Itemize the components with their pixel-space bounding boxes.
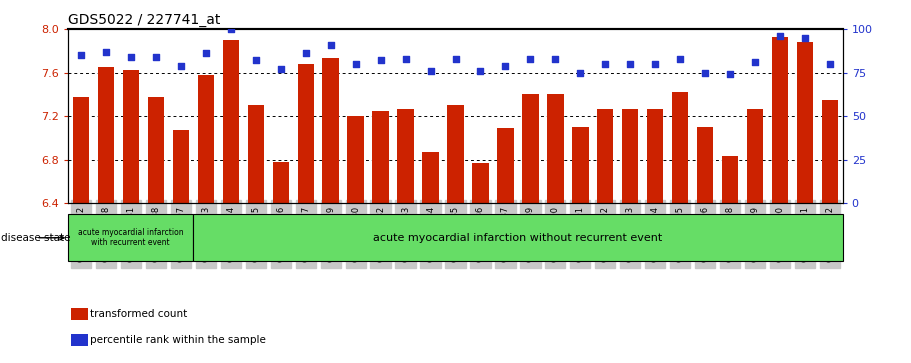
Text: GDS5022 / 227741_at: GDS5022 / 227741_at — [68, 13, 220, 26]
Bar — [497, 128, 514, 203]
Point — [523, 56, 537, 62]
Point — [98, 49, 113, 54]
Bar — [373, 111, 389, 203]
Text: percentile rank within the sample: percentile rank within the sample — [89, 335, 265, 345]
Point — [148, 54, 163, 60]
Point — [124, 54, 138, 60]
Bar — [71, 334, 88, 346]
Point — [548, 56, 563, 62]
Point — [748, 59, 763, 65]
Bar — [148, 97, 164, 203]
Point — [623, 61, 638, 67]
Bar — [722, 156, 739, 203]
Point — [798, 35, 813, 41]
Text: acute myocardial infarction without recurrent event: acute myocardial infarction without recu… — [374, 233, 662, 243]
Bar — [272, 162, 289, 203]
Bar — [672, 92, 689, 203]
Point — [648, 61, 662, 67]
Point — [673, 56, 688, 62]
Point — [249, 57, 263, 63]
Point — [698, 70, 712, 76]
Point — [773, 33, 787, 39]
Point — [323, 42, 338, 48]
Point — [223, 26, 238, 32]
Point — [723, 72, 738, 77]
Bar — [193, 214, 843, 261]
Point — [348, 61, 363, 67]
Bar — [68, 214, 193, 261]
Text: transformed count: transformed count — [89, 309, 187, 319]
Bar — [747, 109, 763, 203]
Bar — [298, 64, 313, 203]
Bar — [423, 152, 438, 203]
Bar — [73, 97, 89, 203]
Point — [199, 50, 213, 56]
Bar — [572, 127, 589, 203]
Bar — [172, 130, 189, 203]
Bar — [697, 127, 713, 203]
Point — [398, 56, 413, 62]
Point — [823, 61, 837, 67]
Point — [273, 66, 288, 72]
Text: acute myocardial infarction
with recurrent event: acute myocardial infarction with recurre… — [78, 228, 184, 248]
Bar — [598, 109, 613, 203]
Bar — [797, 42, 814, 203]
Bar — [473, 163, 488, 203]
Bar — [822, 100, 838, 203]
Bar — [222, 40, 239, 203]
Point — [173, 63, 188, 69]
Bar — [647, 109, 663, 203]
Bar — [123, 70, 138, 203]
Bar — [97, 67, 114, 203]
Point — [298, 50, 312, 56]
Bar — [71, 308, 88, 320]
Bar — [522, 94, 538, 203]
Bar — [447, 105, 464, 203]
Point — [473, 68, 487, 74]
Point — [74, 52, 88, 58]
Bar — [622, 109, 639, 203]
Point — [448, 56, 463, 62]
Bar — [198, 75, 214, 203]
Bar — [248, 105, 264, 203]
Point — [599, 61, 613, 67]
Bar — [322, 58, 339, 203]
Bar — [548, 94, 564, 203]
Bar — [773, 37, 788, 203]
Point — [424, 68, 438, 74]
Bar — [347, 116, 363, 203]
Point — [573, 70, 588, 76]
Point — [374, 57, 388, 63]
Bar — [397, 109, 414, 203]
Point — [498, 63, 513, 69]
Text: disease state: disease state — [2, 233, 71, 243]
